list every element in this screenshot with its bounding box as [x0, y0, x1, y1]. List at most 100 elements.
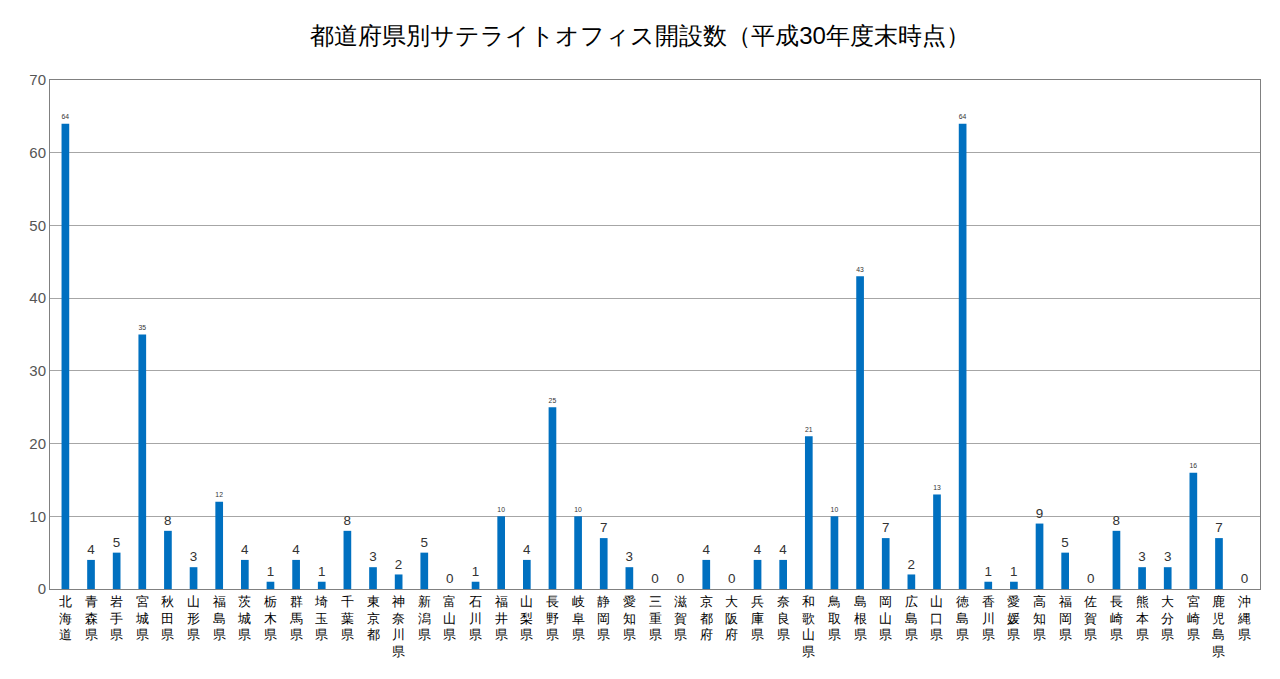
svg-text:都道府県別サテライトオフィス開設数（平成30年度末時点）: 都道府県別サテライトオフィス開設数（平成30年度末時点） [310, 22, 970, 49]
svg-text:3: 3 [369, 549, 376, 564]
svg-text:16: 16 [1190, 462, 1198, 469]
svg-text:8: 8 [164, 513, 171, 528]
svg-text:福島県: 福島県 [213, 594, 226, 643]
svg-text:青森県: 青森県 [85, 594, 98, 643]
svg-text:島根県: 島根県 [854, 594, 867, 643]
svg-text:5: 5 [1061, 535, 1068, 550]
svg-text:0: 0 [38, 580, 46, 597]
svg-text:和歌山県: 和歌山県 [802, 594, 815, 660]
svg-text:30: 30 [29, 362, 46, 379]
svg-text:7: 7 [882, 520, 889, 535]
svg-text:0: 0 [728, 571, 735, 586]
svg-text:21: 21 [805, 426, 813, 433]
svg-text:25: 25 [549, 397, 557, 404]
svg-text:5: 5 [113, 535, 120, 550]
svg-text:1: 1 [1010, 564, 1017, 579]
svg-text:4: 4 [87, 542, 95, 557]
svg-text:7: 7 [600, 520, 607, 535]
svg-text:茨城県: 茨城県 [237, 594, 251, 643]
svg-text:愛知県: 愛知県 [623, 594, 636, 643]
svg-text:宮崎県: 宮崎県 [1187, 594, 1200, 643]
svg-text:10: 10 [574, 506, 582, 513]
svg-text:千葉県: 千葉県 [341, 594, 354, 643]
svg-text:徳島県: 徳島県 [956, 594, 969, 643]
svg-text:5: 5 [420, 535, 428, 550]
svg-text:3: 3 [626, 549, 633, 564]
svg-text:静岡県: 静岡県 [597, 594, 610, 643]
svg-text:10: 10 [29, 508, 46, 525]
svg-text:1: 1 [318, 564, 325, 579]
svg-text:宮城県: 宮城県 [135, 594, 149, 643]
svg-text:4: 4 [754, 542, 762, 557]
svg-text:1: 1 [984, 564, 991, 579]
svg-text:10: 10 [831, 506, 839, 513]
svg-text:13: 13 [933, 484, 941, 491]
svg-text:岩手県: 岩手県 [110, 594, 123, 643]
svg-text:0: 0 [446, 571, 453, 586]
svg-text:三重県: 三重県 [649, 594, 662, 643]
svg-text:43: 43 [856, 266, 864, 273]
svg-text:64: 64 [959, 113, 967, 120]
svg-text:0: 0 [1241, 571, 1248, 586]
svg-text:滋賀県: 滋賀県 [674, 594, 687, 643]
svg-text:50: 50 [29, 217, 46, 234]
svg-text:埼玉県: 埼玉県 [314, 594, 328, 643]
svg-text:福岡県: 福岡県 [1059, 594, 1072, 643]
svg-text:10: 10 [497, 506, 505, 513]
svg-text:4: 4 [523, 542, 531, 557]
svg-text:秋田県: 秋田県 [161, 594, 174, 643]
svg-text:7: 7 [1215, 520, 1222, 535]
svg-text:64: 64 [62, 113, 70, 120]
svg-text:4: 4 [779, 542, 787, 557]
svg-text:香川県: 香川県 [982, 594, 995, 643]
svg-text:8: 8 [344, 513, 351, 528]
svg-text:群馬県: 群馬県 [289, 594, 303, 643]
svg-text:熊本県: 熊本県 [1136, 594, 1149, 643]
svg-text:山口県: 山口県 [930, 594, 943, 643]
svg-text:70: 70 [29, 71, 46, 88]
svg-text:山形県: 山形県 [187, 594, 200, 643]
svg-text:神奈川県: 神奈川県 [392, 594, 405, 660]
svg-text:12: 12 [215, 491, 223, 498]
svg-text:沖縄県: 沖縄県 [1237, 594, 1251, 643]
svg-text:高知県: 高知県 [1033, 594, 1046, 643]
svg-text:大分県: 大分県 [1161, 594, 1174, 643]
svg-text:兵庫県: 兵庫県 [751, 594, 764, 643]
svg-text:岡山県: 岡山県 [879, 594, 892, 643]
svg-text:鹿児島県: 鹿児島県 [1212, 594, 1225, 660]
svg-text:奈良県: 奈良県 [777, 594, 790, 643]
svg-text:山梨県: 山梨県 [520, 594, 533, 643]
svg-text:1: 1 [267, 564, 274, 579]
svg-text:40: 40 [29, 289, 46, 306]
svg-text:0: 0 [651, 571, 659, 586]
svg-text:1: 1 [472, 564, 479, 579]
svg-text:石川県: 石川県 [469, 594, 482, 643]
svg-text:新潟県: 新潟県 [418, 594, 431, 643]
svg-text:60: 60 [29, 144, 46, 161]
svg-text:長野県: 長野県 [546, 594, 559, 643]
svg-text:2: 2 [908, 557, 915, 572]
svg-text:35: 35 [138, 324, 146, 331]
svg-text:京都府: 京都府 [700, 594, 713, 643]
svg-text:長崎県: 長崎県 [1110, 594, 1123, 643]
svg-text:栃木県: 栃木県 [264, 594, 277, 643]
svg-text:3: 3 [1164, 549, 1171, 564]
svg-text:広島県: 広島県 [905, 594, 918, 643]
svg-text:富山県: 富山県 [443, 594, 456, 643]
svg-text:20: 20 [29, 435, 46, 452]
svg-text:0: 0 [1087, 571, 1094, 586]
svg-text:4: 4 [292, 542, 300, 557]
svg-text:北海道: 北海道 [59, 594, 72, 643]
svg-text:0: 0 [677, 571, 684, 586]
svg-text:岐阜県: 岐阜県 [572, 594, 585, 643]
svg-text:8: 8 [1113, 513, 1120, 528]
svg-text:福井県: 福井県 [495, 594, 508, 643]
svg-text:鳥取県: 鳥取県 [827, 594, 841, 643]
svg-text:東京都: 東京都 [367, 594, 380, 643]
svg-text:大阪府: 大阪府 [725, 594, 738, 643]
svg-text:2: 2 [395, 557, 402, 572]
svg-text:3: 3 [1138, 549, 1145, 564]
svg-text:4: 4 [241, 542, 249, 557]
svg-text:9: 9 [1036, 506, 1043, 521]
svg-text:愛媛県: 愛媛県 [1007, 594, 1020, 643]
